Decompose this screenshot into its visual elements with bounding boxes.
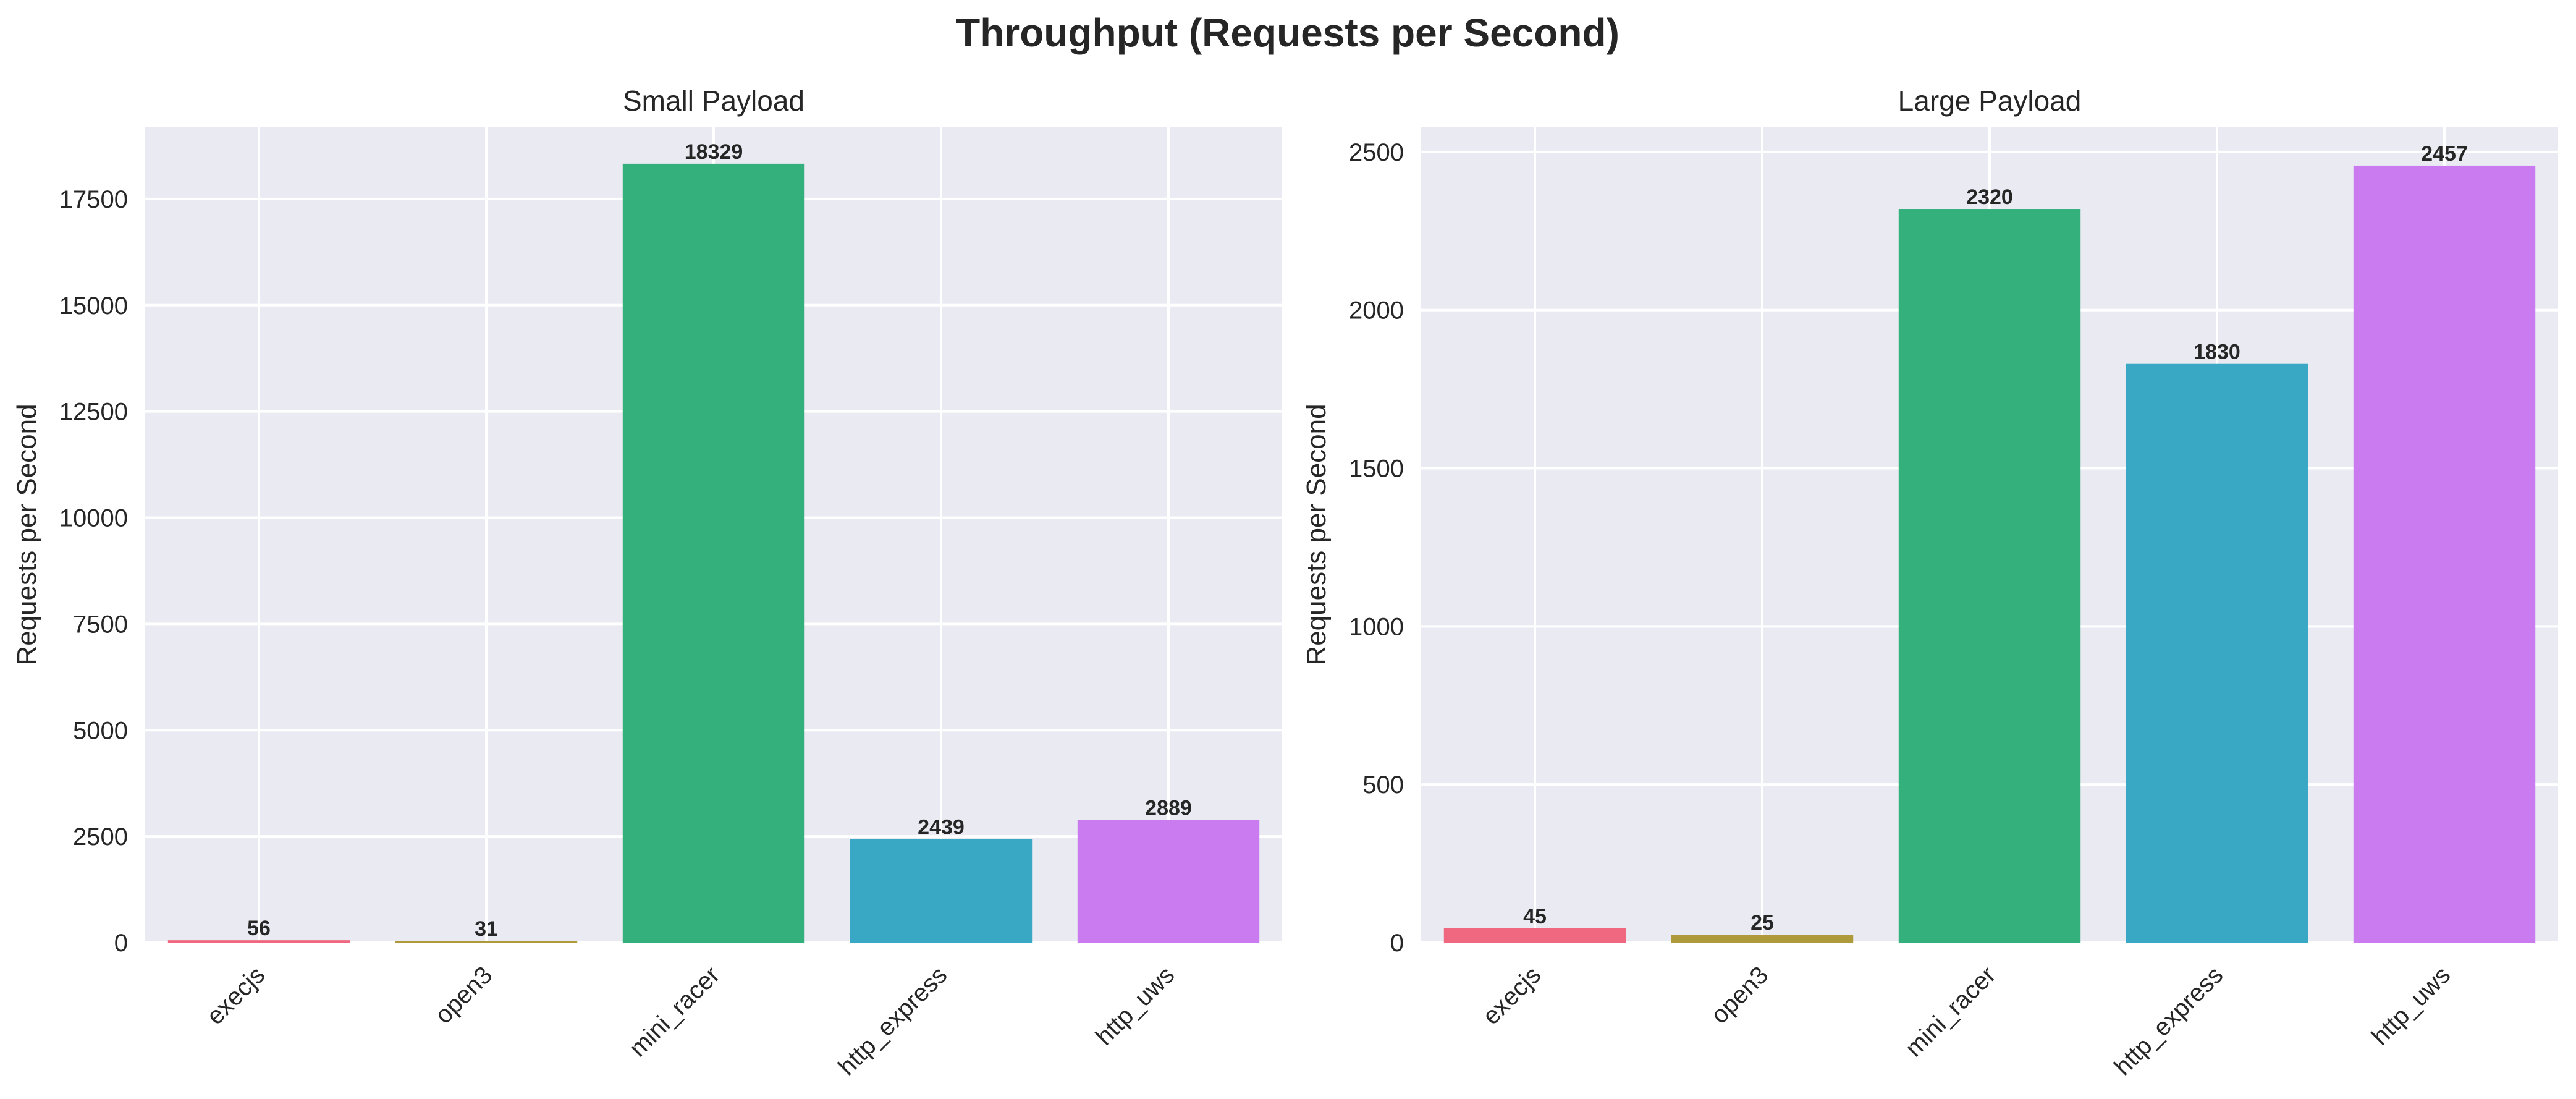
y-tick-label: 0 [114,930,128,957]
bar-http_express [850,839,1033,943]
bar-http_uws [1077,820,1260,943]
y-tick-label: 10000 [59,505,128,532]
data-label: 45 [1523,905,1547,928]
y-tick-label: 5000 [73,717,128,744]
y-tick-label: 1500 [1349,456,1404,483]
y-tick-label: 12500 [59,399,128,426]
y-tick-label: 17500 [59,186,128,213]
x-tick-label: open3 [430,961,498,1029]
x-tick-label: open3 [1706,961,1774,1029]
figure-title: Throughput (Requests per Second) [956,11,1620,55]
x-tick-label: http_uws [1091,961,1180,1050]
bar-mini_racer [622,163,805,943]
chart-small-payload: 0 2500 5000 7500 10000 12500 15000 17500 56 execj… [12,85,1282,1080]
data-label: 2439 [918,815,965,839]
bar-http_uws [2353,165,2536,943]
bar-execjs [167,940,350,943]
y-tick-label: 500 [1362,771,1404,799]
data-label: 31 [475,917,498,941]
data-label: 1830 [2194,341,2240,364]
y-axis-label: Requests per Second [1301,404,1332,665]
x-tick-label: http_express [2109,961,2228,1080]
y-tick-label: 2500 [73,823,128,851]
x-tick-label: http_uws [2367,961,2456,1050]
y-tick-label: 2500 [1349,139,1404,166]
data-label: 2889 [1145,796,1192,820]
y-axis-label: Requests per Second [12,404,42,665]
x-tick-label: http_express [833,961,952,1080]
y-tick-label: 15000 [59,292,128,320]
subplot-title: Small Payload [623,85,804,117]
bar-execjs [1443,928,1626,943]
bar-open3 [1671,935,1854,943]
x-tick-label: execjs [1477,961,1546,1030]
data-label: 56 [247,917,271,940]
subplot-title: Large Payload [1898,85,2082,117]
bar-open3 [395,941,578,943]
x-tick-label: mini_racer [1900,961,2001,1062]
data-label: 2457 [2421,142,2468,166]
chart-large-payload: 0 500 1000 1500 2000 2500 45 execjs 25 open3 2320 m… [1301,85,2558,1080]
data-label: 2320 [1966,185,2013,209]
x-tick-label: execjs [201,961,270,1030]
y-tick-label: 2000 [1349,297,1404,325]
y-tick-label: 1000 [1349,613,1404,640]
bar-http_express [2126,363,2308,943]
y-tick-label: 0 [1390,930,1404,957]
data-label: 25 [1750,911,1774,935]
x-tick-label: mini_racer [624,961,725,1062]
data-label: 18329 [685,140,743,164]
y-tick-label: 7500 [73,611,128,638]
bar-mini_racer [1898,209,2081,943]
